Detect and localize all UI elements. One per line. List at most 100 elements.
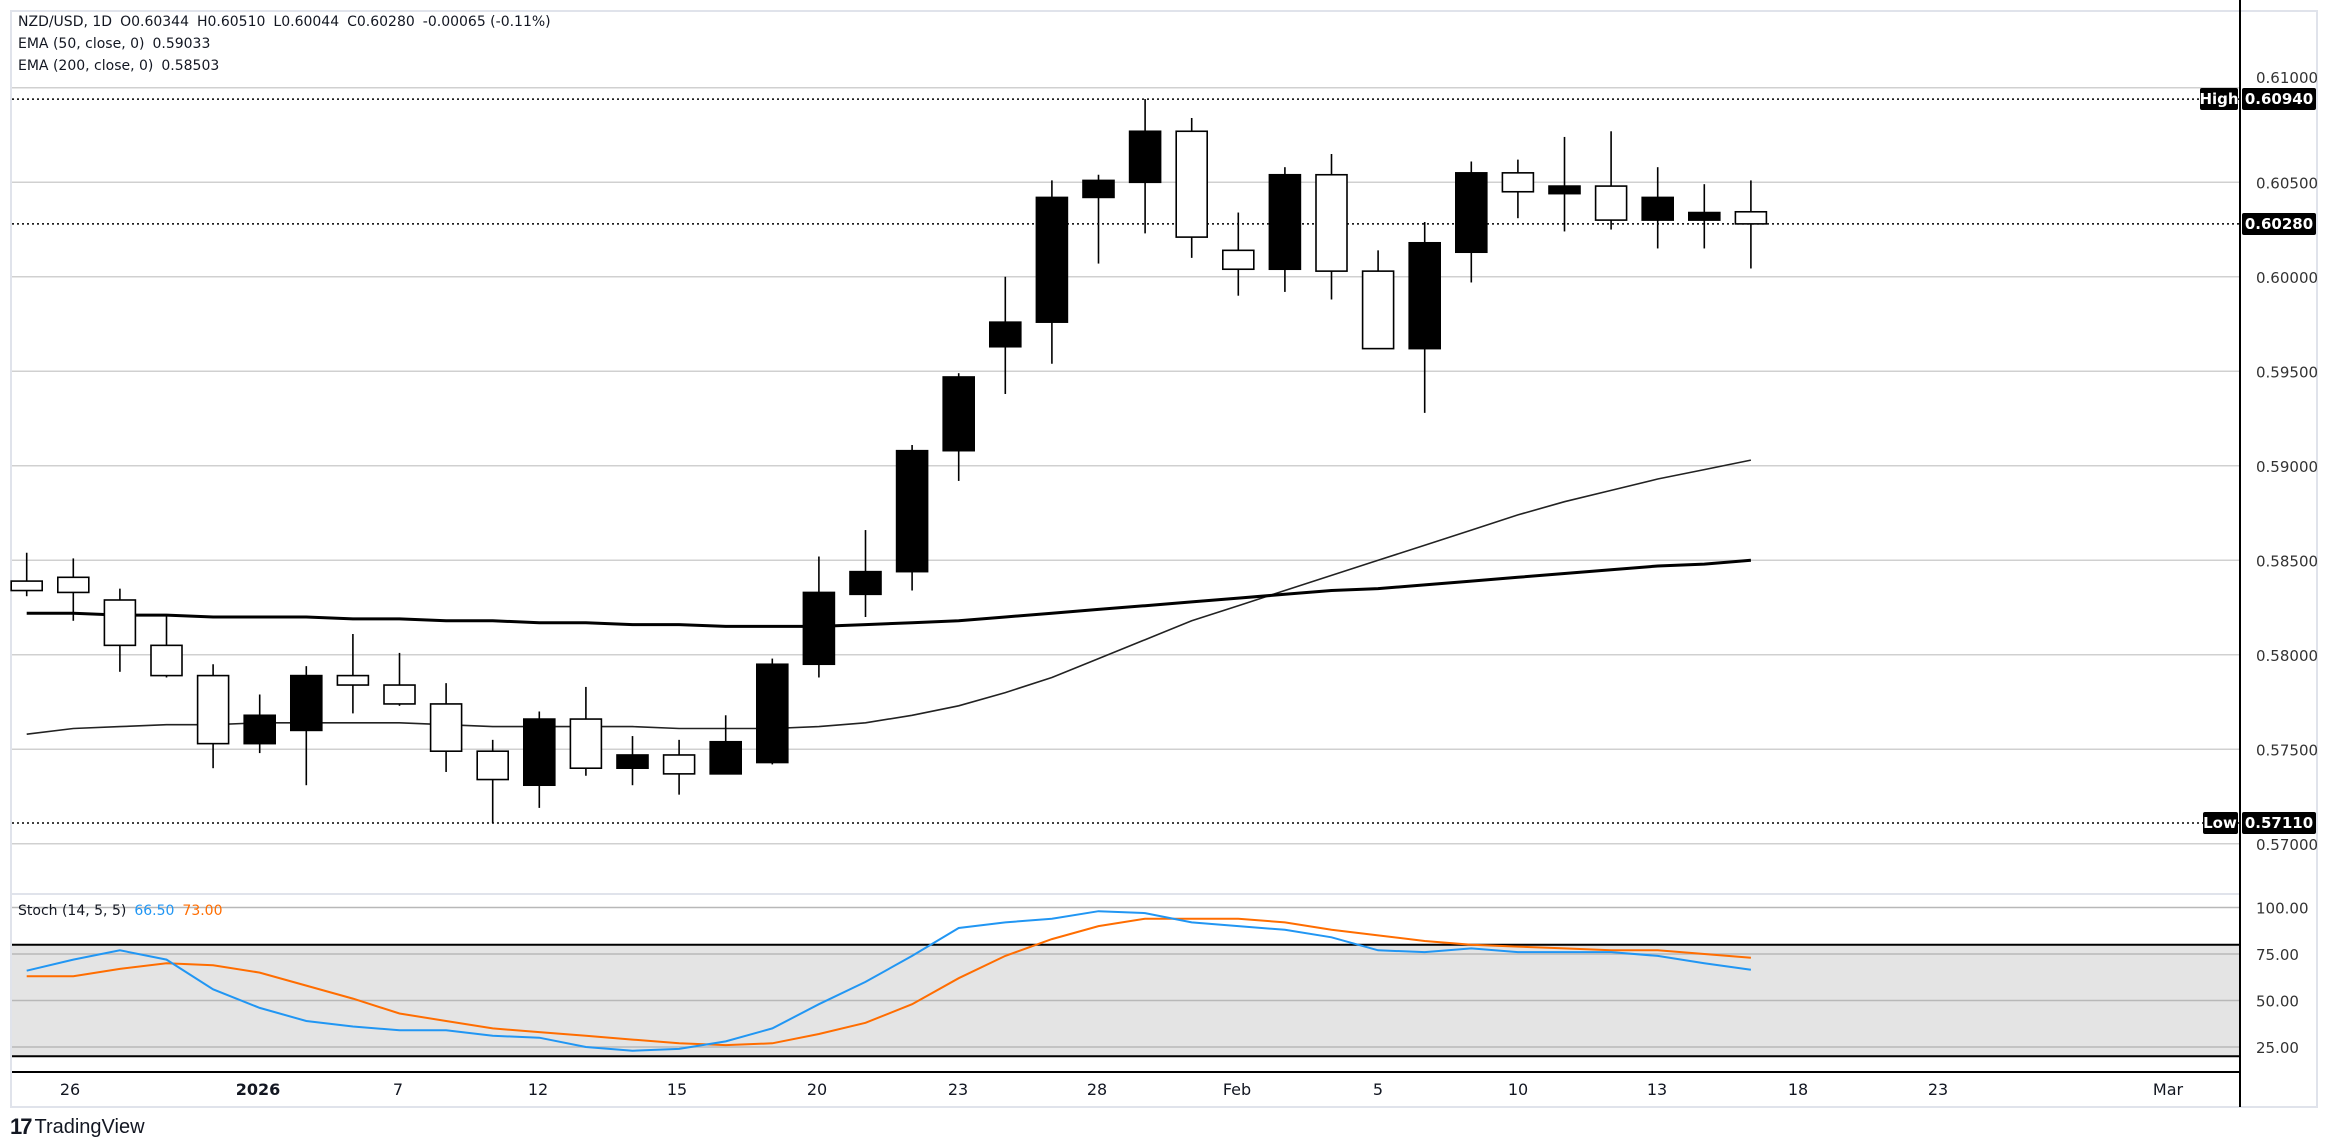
candle-body-down bbox=[662, 754, 696, 775]
ohlc-high: H0.60510 bbox=[196, 14, 266, 30]
stoch-d-value: 73.00 bbox=[182, 903, 223, 919]
candle[interactable] bbox=[1641, 167, 1674, 249]
candle-body-up bbox=[1035, 196, 1069, 323]
candle-body-up bbox=[289, 674, 323, 732]
candle-body-down bbox=[429, 703, 463, 752]
last-price-value: 0.60280 bbox=[2245, 215, 2313, 233]
candle[interactable] bbox=[476, 739, 510, 824]
symbol-legend[interactable]: NZD/USD, 1D O0.60344 H0.60510 L0.60044 C0.60… bbox=[18, 14, 559, 31]
candle[interactable] bbox=[942, 373, 976, 481]
candle[interactable] bbox=[1734, 180, 1768, 269]
candle[interactable] bbox=[196, 664, 230, 769]
time-axis-label: 18 bbox=[1788, 1080, 1808, 1099]
stoch-axis-label: 75.00 bbox=[2256, 946, 2299, 964]
low-tag: Low bbox=[2203, 814, 2237, 832]
candle[interactable] bbox=[1222, 212, 1255, 296]
tradingview-logo-text: TradingView bbox=[34, 1115, 145, 1138]
candle-body-down bbox=[10, 580, 43, 592]
candle-body-down bbox=[383, 684, 416, 705]
price-axis-label: 0.59000 bbox=[2256, 458, 2318, 476]
candle[interactable] bbox=[709, 715, 743, 775]
candle[interactable] bbox=[1594, 131, 1628, 230]
candle[interactable] bbox=[243, 694, 276, 754]
candle[interactable] bbox=[56, 558, 90, 621]
candle-body-down bbox=[1594, 185, 1628, 221]
candle[interactable] bbox=[1268, 167, 1302, 292]
ema50-legend[interactable]: EMA (50, close, 0) 0.59033 bbox=[18, 36, 218, 53]
ema200-value: 0.58503 bbox=[161, 58, 220, 74]
candle-body-up bbox=[1641, 196, 1674, 221]
tradingview-logo[interactable]: 17 TradingView bbox=[10, 1114, 145, 1140]
ema50-value: 0.59033 bbox=[152, 36, 211, 52]
candle[interactable] bbox=[289, 666, 323, 786]
ema200-legend[interactable]: EMA (200, close, 0) 0.58503 bbox=[18, 58, 227, 75]
candle-body-up bbox=[1548, 185, 1581, 195]
candle[interactable] bbox=[662, 739, 696, 795]
time-axis-label: 23 bbox=[1928, 1080, 1948, 1099]
stoch-legend[interactable]: Stoch (14, 5, 5) 66.50 73.00 bbox=[18, 903, 231, 920]
high-value: 0.60940 bbox=[2245, 90, 2313, 108]
candle-body-down bbox=[1361, 270, 1395, 350]
ema200-label: EMA (200, close, 0) bbox=[18, 58, 154, 74]
candle[interactable] bbox=[802, 556, 836, 678]
price-axis-label: 0.58000 bbox=[2256, 647, 2318, 665]
candle-body-up bbox=[895, 449, 929, 573]
candle[interactable] bbox=[755, 658, 789, 765]
candle[interactable] bbox=[1455, 161, 1488, 283]
candle[interactable] bbox=[895, 445, 929, 591]
time-axis-label: 7 bbox=[393, 1080, 403, 1099]
candle-body-up bbox=[942, 376, 976, 452]
time-axis[interactable]: 26 2026 7 12 15 20 23 28 Feb 5 10 13 18 23 Mar bbox=[60, 1080, 2184, 1099]
price-axis-label: 0.58500 bbox=[2256, 552, 2318, 570]
candle-body-down bbox=[1734, 210, 1768, 225]
candle[interactable] bbox=[1082, 174, 1115, 264]
candle[interactable] bbox=[616, 736, 649, 786]
price-axis-label: 0.59500 bbox=[2256, 363, 2318, 381]
candle[interactable] bbox=[1688, 184, 1721, 249]
candle[interactable] bbox=[150, 615, 183, 678]
price-axis-label: 0.61000 bbox=[2256, 69, 2318, 87]
stoch-d-line bbox=[26, 917, 1751, 1047]
candle[interactable] bbox=[988, 276, 1022, 394]
ohlc-open: O0.60344 bbox=[120, 14, 189, 30]
candle[interactable] bbox=[1408, 221, 1441, 413]
candle[interactable] bbox=[1175, 118, 1208, 258]
ohlc-low: L0.60044 bbox=[273, 14, 340, 30]
candle[interactable] bbox=[1501, 159, 1535, 219]
candle[interactable] bbox=[336, 634, 370, 714]
candle[interactable] bbox=[1035, 180, 1069, 364]
candle[interactable] bbox=[1315, 153, 1348, 300]
time-axis-label: 13 bbox=[1647, 1080, 1667, 1099]
candle[interactable] bbox=[1361, 250, 1395, 350]
candle-body-up bbox=[1268, 173, 1302, 271]
candle-body-up bbox=[849, 570, 882, 596]
candle-body-down bbox=[569, 718, 603, 769]
time-axis-label: Feb bbox=[1223, 1080, 1251, 1099]
time-axis-label: 28 bbox=[1087, 1080, 1107, 1099]
candle-body-down bbox=[1315, 173, 1348, 272]
stoch-pane: 100.00 75.00 50.00 25.00 bbox=[12, 900, 2309, 1058]
candle[interactable] bbox=[1128, 99, 1162, 234]
candle[interactable] bbox=[383, 652, 416, 706]
candle[interactable] bbox=[1548, 136, 1581, 232]
stoch-axis-label: 100.00 bbox=[2256, 900, 2309, 918]
ema50-line bbox=[26, 459, 1752, 735]
candle[interactable] bbox=[103, 588, 137, 672]
ohlc-change: -0.00065 (-0.11%) bbox=[422, 14, 551, 30]
stoch-k-value: 66.50 bbox=[134, 903, 175, 919]
candle[interactable] bbox=[10, 552, 43, 597]
time-axis-label: 10 bbox=[1508, 1080, 1528, 1099]
price-axis-label: 0.60500 bbox=[2256, 174, 2318, 192]
stoch-k-line bbox=[26, 910, 1752, 1052]
candle[interactable] bbox=[849, 530, 882, 617]
candle[interactable] bbox=[522, 711, 556, 808]
candle[interactable] bbox=[429, 683, 463, 772]
candle-body-up bbox=[988, 321, 1022, 348]
candle[interactable] bbox=[569, 686, 603, 776]
time-axis-label: 26 bbox=[60, 1080, 80, 1099]
candle-body-up bbox=[802, 591, 836, 666]
high-tag: High bbox=[2199, 90, 2238, 108]
price-axis-label: 0.57000 bbox=[2256, 836, 2318, 854]
price-axis[interactable]: 0.61000 0.60500 0.60000 0.59500 0.59000 0.585… bbox=[2256, 69, 2318, 854]
